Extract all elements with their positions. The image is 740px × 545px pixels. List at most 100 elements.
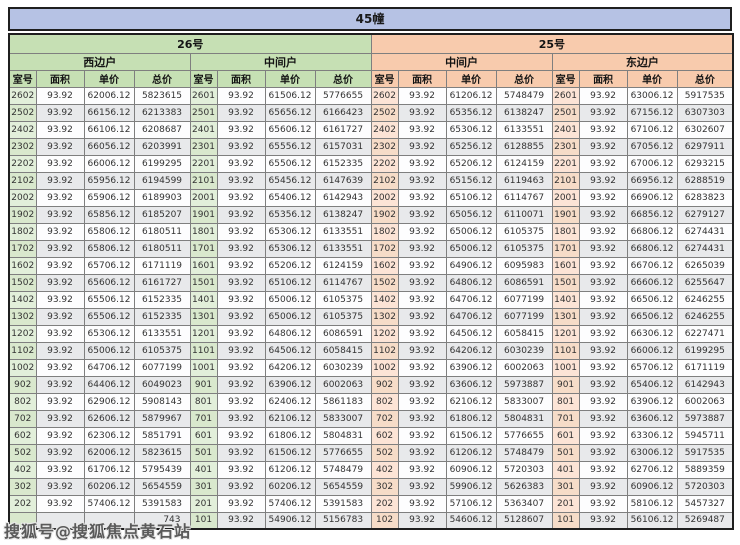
table-row: 1002 93.92 64706.12 6077199 1001 93.92 64206.1… [8,358,734,377]
value-cell: 93.92 [578,443,628,462]
value-cell: 67156.12 [626,103,678,122]
value-cell: 93.92 [35,154,85,173]
value-cell: 62606.12 [83,409,135,428]
value-cell: 62106.12 [445,392,497,411]
value-cell: 60206.12 [264,477,316,496]
room-number-cell: 2601 [551,86,580,105]
value-cell: 6105375 [314,307,372,326]
room-number-cell: 601 [189,426,218,445]
value-cell: 6227471 [676,324,734,343]
value-cell: 66806.12 [626,239,678,258]
building-title: 45幢 [8,7,732,31]
room-number-cell: 2001 [551,188,580,207]
value-cell: 93.92 [397,324,447,343]
value-cell: 5748479 [495,443,553,462]
value-cell: 93.92 [578,86,628,105]
room-number-cell: 2602 [8,86,37,105]
value-cell: 64806.12 [445,273,497,292]
value-cell: 6049023 [133,375,191,394]
value-cell: 6133551 [314,239,372,258]
room-number-cell: 2402 [370,120,399,139]
col-header-unit-price: 单价 [626,69,678,88]
value-cell: 61806.12 [264,426,316,445]
room-number-cell: 701 [189,409,218,428]
value-cell: 93.92 [216,341,266,360]
value-cell: 6133551 [133,324,191,343]
value-cell: 6077199 [133,358,191,377]
room-number-cell: 2501 [189,103,218,122]
value-cell: 5457327 [676,494,734,513]
room-number-cell: 1101 [189,341,218,360]
value-cell: 93.92 [35,477,85,496]
value-cell: 5626383 [495,477,553,496]
value-cell: 62906.12 [83,392,135,411]
value-cell: 60206.12 [83,477,135,496]
col-header-area: 面积 [35,69,85,88]
room-number-cell: 2601 [189,86,218,105]
value-cell: 6302607 [676,120,734,139]
value-cell: 67056.12 [626,137,678,156]
value-cell: 93.92 [216,290,266,309]
table-row: 1402 93.92 65506.12 6152335 1401 93.92 65006.1… [8,290,734,309]
value-cell: 6077199 [495,307,553,326]
table-row: 302 93.92 60206.12 5654559 301 93.92 60206.12 5… [8,477,734,496]
room-number-cell: 401 [551,460,580,479]
table-row: 402 93.92 61706.12 5795439 401 93.92 61206.12 5… [8,460,734,479]
value-cell: 6166423 [314,103,372,122]
value-cell: 93.92 [216,222,266,241]
value-cell: 63006.12 [626,86,678,105]
room-number-cell: 501 [189,443,218,462]
value-cell: 63906.12 [626,392,678,411]
value-cell: 65356.12 [264,205,316,224]
table-row: 502 93.92 62006.12 5823615 501 93.92 61506.12 5… [8,443,734,462]
value-cell: 6208687 [133,120,191,139]
value-cell: 93.92 [397,188,447,207]
value-cell: 65406.12 [626,375,678,394]
value-cell: 6279127 [676,205,734,224]
room-number-cell: 901 [551,375,580,394]
value-cell: 65256.12 [445,137,497,156]
value-cell: 65506.12 [83,307,135,326]
value-cell: 93.92 [397,205,447,224]
value-cell: 5945711 [676,426,734,445]
table-row: 1602 93.92 65706.12 6171119 1601 93.92 65206.1… [8,256,734,275]
value-cell: 6189903 [133,188,191,207]
room-number-cell: 2201 [551,154,580,173]
room-number-cell: 201 [189,494,218,513]
room-number-cell: 1602 [8,256,37,275]
value-cell: 6161727 [133,273,191,292]
room-number-cell: 1702 [8,239,37,258]
value-cell: 5804831 [314,426,372,445]
room-number-cell: 2002 [8,188,37,207]
value-cell: 65006.12 [445,239,497,258]
room-number-cell: 2302 [8,137,37,156]
value-cell: 64206.12 [264,358,316,377]
value-cell: 93.92 [397,511,447,530]
value-cell: 93.92 [35,460,85,479]
value-cell: 93.92 [397,154,447,173]
room-number-cell: 2202 [370,154,399,173]
room-number-cell: 1902 [8,205,37,224]
value-cell: 93.92 [216,307,266,326]
col-header-area: 面积 [216,69,266,88]
unit-header-middle-25: 中间户 [370,52,553,71]
room-number-cell: 601 [551,426,580,445]
value-cell: 5833007 [314,409,372,428]
table-row: 1702 93.92 65806.12 6180511 1701 93.92 65306.1… [8,239,734,258]
value-cell: 93.92 [578,392,628,411]
value-cell: 66006.12 [83,154,135,173]
room-number-cell: 2001 [189,188,218,207]
value-cell: 93.92 [578,426,628,445]
value-cell: 6138247 [314,205,372,224]
room-number-cell: 802 [370,392,399,411]
value-cell: 6124159 [495,154,553,173]
room-number-cell: 401 [189,460,218,479]
value-cell: 6203991 [133,137,191,156]
table-row: 1102 93.92 65006.12 6105375 1101 93.92 64506.1… [8,341,734,360]
value-cell: 6152335 [133,307,191,326]
value-cell: 93.92 [35,120,85,139]
value-cell: 93.92 [216,120,266,139]
table-row: 702 93.92 62606.12 5879967 701 93.92 62106.12 5… [8,409,734,428]
table-row: 902 93.92 64406.12 6049023 901 93.92 63906.12 6… [8,375,734,394]
value-cell: 65306.12 [264,239,316,258]
